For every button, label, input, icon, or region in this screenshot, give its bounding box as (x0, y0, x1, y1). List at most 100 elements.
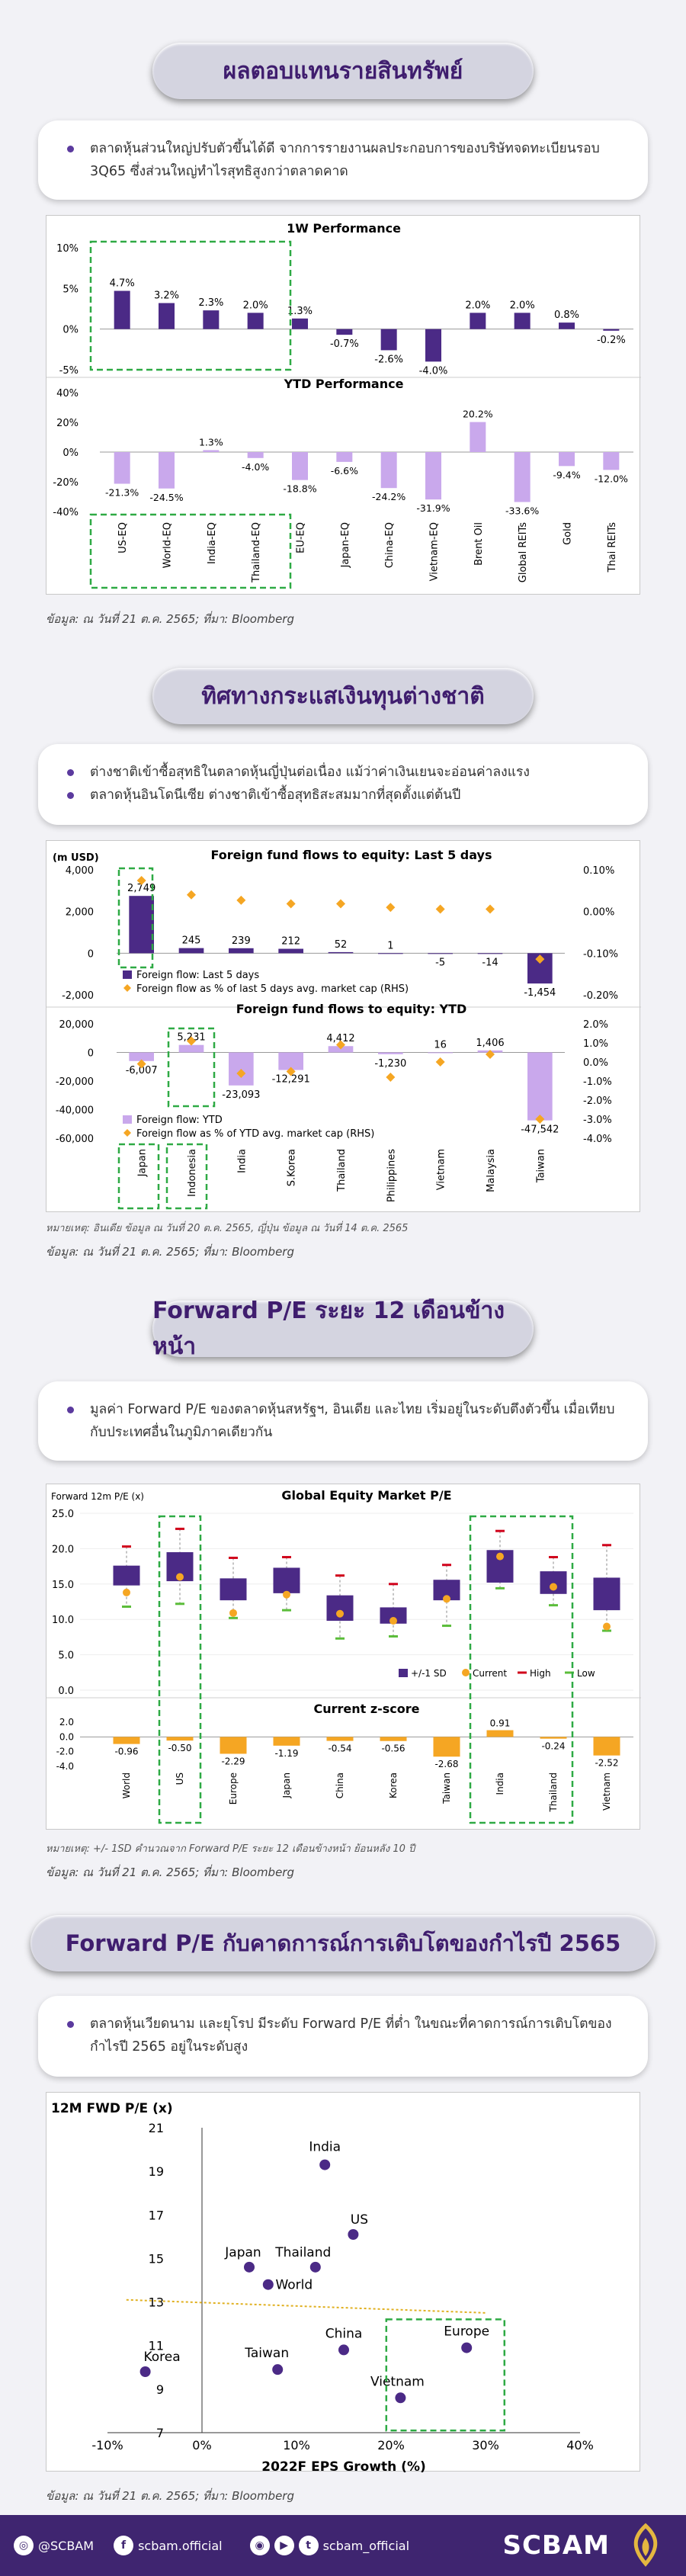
y2-tick-label: 0.0% (583, 1057, 608, 1069)
bar (428, 1052, 453, 1054)
data-label: -0.2% (597, 335, 626, 346)
y-tick-label: 10% (56, 243, 79, 255)
data-label: 2.3% (198, 297, 223, 309)
data-label: -23,093 (222, 1089, 260, 1101)
sd-box (273, 1567, 300, 1593)
y-tick-label: 13 (149, 2295, 164, 2310)
facebook-text: scbam.official (138, 2538, 223, 2553)
section-title-text: Forward P/E กับคาดการณ์การเติบโตของกำไรป… (65, 1930, 621, 1956)
x-category-label: Brent Oil (473, 522, 485, 566)
point-label: Japan (224, 2245, 261, 2260)
bar (292, 318, 308, 329)
y-tick-label: 20% (56, 418, 79, 429)
bullet-box-foreign-flows: ต่างชาติเข้าซื้อสุทธิในตลาดหุ้นญี่ปุ่นต่… (38, 744, 648, 825)
x-category-label: US (175, 1772, 185, 1785)
x-axis-title: 2022F EPS Growth (%) (261, 2459, 426, 2472)
x-category-label: Vietnam (436, 1149, 447, 1190)
data-label: 16 (434, 1039, 447, 1051)
x-category-label: Taiwan (441, 1772, 452, 1804)
point-label: Thailand (274, 2245, 331, 2260)
y-tick-label: 7 (156, 2426, 164, 2440)
y-tick-label: 5% (63, 284, 79, 295)
data-label: -2.52 (595, 1758, 618, 1769)
scatter-point (319, 2159, 331, 2170)
point-label: Taiwan (244, 2346, 289, 2361)
footer-facebook[interactable]: f scbam.official (114, 2536, 223, 2555)
sd-box (593, 1577, 620, 1611)
data-label: -0.24 (541, 1741, 565, 1752)
data-label: -0.50 (168, 1743, 191, 1753)
data-label: -6,007 (126, 1065, 158, 1076)
x-category-label: Thailand (548, 1772, 559, 1813)
bar (380, 452, 397, 489)
highlight-box (167, 1027, 216, 1108)
chart-forward-pe: Forward 12m P/E (x) Global Equity Market … (46, 1484, 641, 1830)
data-label: -2.68 (434, 1759, 458, 1769)
y2-tick-label: 0.10% (583, 865, 614, 877)
scatter-point (244, 2261, 255, 2273)
x-category-label: Korea (388, 1772, 399, 1798)
bar (514, 452, 531, 502)
bullet-item: มูลค่า Forward P/E ของตลาดหุ้นสหรัฐฯ, อิ… (61, 1398, 625, 1444)
highlight-box (117, 1143, 160, 1210)
data-label: -21.3% (105, 487, 139, 499)
y-axis-title: Forward 12m P/E (x) (51, 1491, 144, 1502)
y-tick-label: 2.0 (59, 1717, 74, 1727)
facebook-icon: f (114, 2536, 134, 2555)
legend-swatch (123, 970, 132, 979)
bar (203, 310, 220, 329)
data-label: 2.0% (465, 300, 490, 311)
bar (278, 948, 303, 954)
data-label: -0.56 (381, 1744, 405, 1754)
chart-title: Global Equity Market P/E (281, 1488, 451, 1503)
x-tick-label: 10% (283, 2438, 310, 2452)
bar (229, 948, 254, 954)
scatter-point (139, 2366, 151, 2377)
y-tick-label: -20% (53, 477, 79, 489)
bullet-box-asset-returns: ตลาดหุ้นส่วนใหญ่ปรับตัวขึ้นได้ดี จากการร… (38, 120, 648, 200)
sd-box (220, 1578, 247, 1601)
data-label: 4.7% (110, 278, 135, 290)
handle-text: @SCBAM (38, 2538, 95, 2553)
x-category-label: Taiwan (535, 1149, 547, 1183)
data-label: -12,291 (272, 1074, 310, 1086)
y2-tick-label: -1.0% (583, 1076, 612, 1088)
bar (425, 452, 441, 500)
y2-tick-label: 1.0% (583, 1038, 608, 1050)
x-category-label: Thailand-EQ (251, 522, 262, 583)
bar (336, 452, 353, 462)
footer-other-socials[interactable]: ◉ ▶ t scbam_official (249, 2536, 409, 2555)
data-label: -1.19 (274, 1748, 298, 1759)
pct-marker (486, 904, 495, 914)
chart-foreign-flows: Foreign fund flows to equity: Last 5 day… (46, 840, 641, 1212)
bar (433, 1737, 460, 1757)
scatter-point (461, 2342, 473, 2353)
section-title-text: ทิศทางกระแสเงินทุนต่างชาติ (201, 682, 485, 710)
y-tick-label: 4,000 (66, 865, 94, 877)
chart-title: 1W Performance (287, 221, 401, 236)
footer-handle[interactable]: ◎ @SCBAM (14, 2536, 94, 2555)
y-tick-label: 20,000 (59, 1019, 95, 1031)
x-tick-label: 40% (566, 2438, 594, 2452)
x-category-label: Europe (228, 1772, 239, 1804)
bar (159, 303, 175, 329)
bar (559, 322, 575, 329)
legend-label: Foreign flow as % of YTD avg. market cap… (136, 1128, 374, 1140)
bar (178, 948, 204, 954)
bar (470, 422, 486, 452)
x-category-label: China (335, 1772, 345, 1798)
scatter-point (395, 2392, 406, 2404)
pct-marker (236, 1069, 246, 1078)
y-tick-label: 0% (63, 325, 79, 336)
legend-label: Foreign flow as % of last 5 days avg. ma… (136, 983, 409, 995)
bullet-item: ตลาดหุ้นส่วนใหญ่ปรับตัวขึ้นได้ดี จากการร… (61, 137, 625, 183)
data-label: 2.0% (243, 300, 268, 311)
bullet-box-forward-pe: มูลค่า Forward P/E ของตลาดหุ้นสหรัฐฯ, อิ… (38, 1381, 648, 1461)
bullet-item: ต่างชาติเข้าซื้อสุทธิในตลาดหุ้นญี่ปุ่นต่… (61, 761, 625, 784)
legend-label: Low (577, 1668, 595, 1679)
bar (336, 329, 353, 335)
y-tick-label: -60,000 (56, 1134, 94, 1145)
data-label: 1.3% (287, 306, 313, 317)
x-category-label: Thai REITs (607, 522, 618, 573)
legend-label: Current (473, 1668, 507, 1679)
